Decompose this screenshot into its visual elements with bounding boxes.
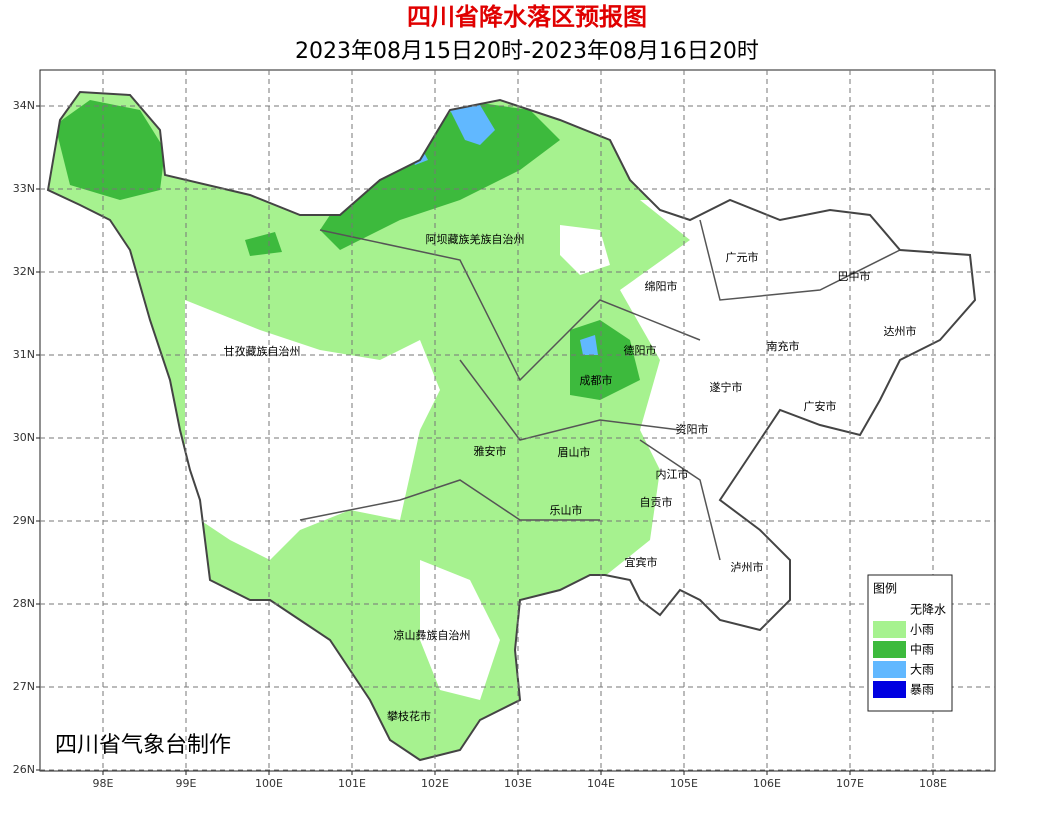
lat-tick-label: 30N — [13, 431, 35, 444]
place-label: 达州市 — [884, 324, 917, 338]
place-label: 成都市 — [580, 373, 613, 387]
legend-swatch — [873, 601, 906, 618]
graticule: 98E 99E 100E 101E 102E 103E 104E 105E 106E 107E 10… — [13, 70, 995, 790]
place-label: 凉山彝族自治州 — [394, 628, 471, 642]
place-label: 宜宾市 — [625, 555, 658, 569]
no-rain-area — [185, 300, 440, 560]
heavy-rain-area — [450, 105, 495, 145]
legend-swatch — [873, 661, 906, 678]
legend-label: 无降水 — [910, 603, 946, 617]
lon-tick-label: 102E — [421, 777, 449, 790]
lat-tick-label: 26N — [13, 763, 35, 776]
legend-label: 中雨 — [910, 642, 934, 657]
moderate-rain-area — [245, 232, 282, 256]
boundary — [299, 219, 901, 561]
place-label: 眉山市 — [558, 445, 591, 459]
place-label: 遂宁市 — [710, 380, 743, 394]
place-label: 乐山市 — [550, 503, 583, 517]
place-label: 巴中市 — [838, 269, 871, 283]
legend-label: 大雨 — [910, 663, 934, 677]
place-label: 甘孜藏族自治州 — [224, 344, 301, 358]
lat-tick-label: 28N — [13, 597, 35, 610]
province-outline — [46, 90, 977, 762]
lon-tick-label: 98E — [93, 777, 114, 790]
moderate-rain-area — [320, 100, 560, 250]
place-label: 泸州市 — [731, 560, 764, 574]
heavy-rain-area — [580, 335, 598, 355]
place-label: 内江市 — [656, 467, 689, 481]
place-label: 广安市 — [804, 399, 837, 413]
lat-tick-label: 33N — [13, 182, 35, 195]
title: 四川省降水落区预报图 — [407, 3, 647, 31]
lon-tick-label: 105E — [670, 777, 698, 790]
place-label: 德阳市 — [624, 343, 657, 357]
lon-tick-label: 100E — [255, 777, 283, 790]
legend-label: 暴雨 — [910, 683, 934, 697]
place-label: 自贡市 — [640, 495, 673, 509]
place-label: 绵阳市 — [645, 279, 678, 293]
lat-tick-label: 27N — [13, 680, 35, 693]
lat-tick-label: 32N — [13, 265, 35, 278]
legend-swatch — [873, 641, 906, 658]
lon-tick-label: 99E — [176, 777, 197, 790]
moderate-rain-area — [55, 100, 165, 200]
legend-label: 小雨 — [910, 623, 934, 637]
lat-tick-label: 34N — [13, 99, 35, 112]
place-label: 阿坝藏族羌族自治州 — [426, 232, 525, 246]
place-label: 广元市 — [726, 250, 759, 264]
no-rain-area — [420, 560, 500, 700]
place-label: 南充市 — [767, 339, 800, 353]
lon-tick-label: 101E — [338, 777, 366, 790]
lon-tick-label: 108E — [919, 777, 947, 790]
lon-tick-label: 103E — [504, 777, 532, 790]
place-label: 攀枝花市 — [387, 709, 431, 723]
legend-title: 图例 — [873, 582, 897, 596]
legend-swatch — [873, 621, 906, 638]
lon-tick-label: 107E — [836, 777, 864, 790]
credit: 四川省气象台制作 — [55, 733, 231, 758]
lat-tick-label: 31N — [13, 348, 35, 361]
place-label: 雅安市 — [474, 444, 507, 458]
lat-tick-label: 29N — [13, 514, 35, 527]
no-rain-area — [560, 225, 610, 275]
lon-tick-label: 106E — [753, 777, 781, 790]
place-label: 资阳市 — [676, 422, 709, 436]
subtitle: 2023年08月15日20时-2023年08月16日20时 — [295, 39, 759, 64]
legend-swatch — [873, 681, 906, 698]
lon-tick-label: 104E — [587, 777, 615, 790]
